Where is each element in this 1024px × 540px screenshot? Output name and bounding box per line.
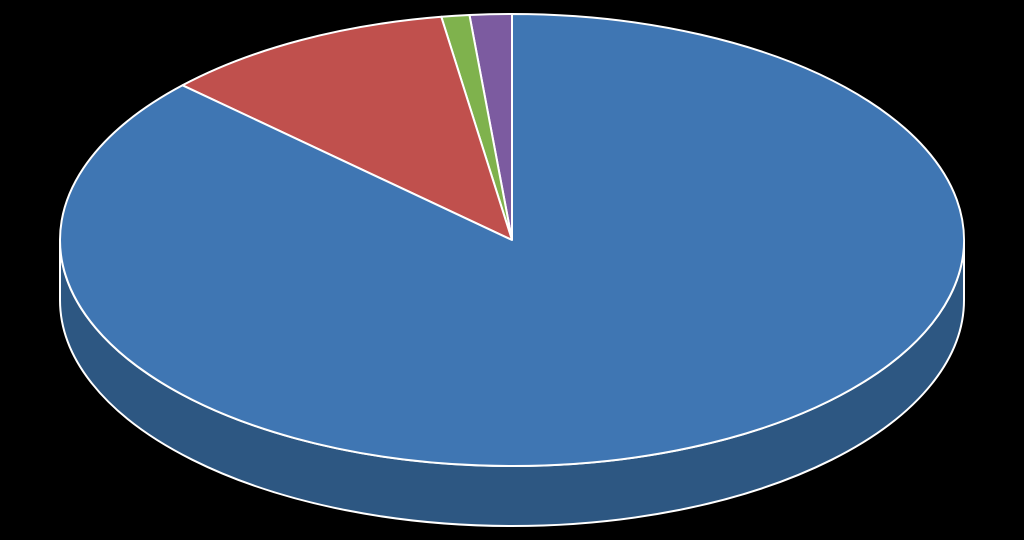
pie-tops [60,14,964,466]
pie-chart-3d [0,0,1024,540]
